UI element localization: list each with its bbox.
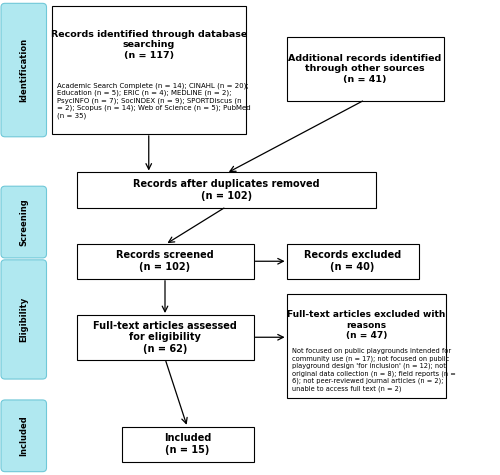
FancyBboxPatch shape <box>1 260 46 379</box>
FancyBboxPatch shape <box>76 172 376 208</box>
Text: Full-text articles excluded with
reasons
(n = 47): Full-text articles excluded with reasons… <box>287 310 446 340</box>
Text: Included
(n = 15): Included (n = 15) <box>164 433 211 455</box>
FancyBboxPatch shape <box>76 244 254 279</box>
Text: Records excluded
(n = 40): Records excluded (n = 40) <box>304 250 401 272</box>
Text: Screening: Screening <box>19 198 28 246</box>
Text: Academic Search Complete (n = 14); CINAHL (n = 20);
Education (n = 5); ERIC (n =: Academic Search Complete (n = 14); CINAH… <box>58 82 251 119</box>
FancyBboxPatch shape <box>52 6 246 134</box>
Text: Additional records identified
through other sources
(n = 41): Additional records identified through ot… <box>288 54 442 84</box>
FancyBboxPatch shape <box>286 37 444 101</box>
Text: Not focused on public playgrounds intended for
community use (n = 17); not focus: Not focused on public playgrounds intend… <box>292 348 456 392</box>
Text: Full-text articles assessed
for eligibility
(n = 62): Full-text articles assessed for eligibil… <box>93 321 237 354</box>
FancyBboxPatch shape <box>76 315 254 360</box>
Text: Records after duplicates removed
(n = 102): Records after duplicates removed (n = 10… <box>133 179 320 201</box>
FancyBboxPatch shape <box>1 3 46 137</box>
Text: Records identified through database
searching
(n = 117): Records identified through database sear… <box>50 30 247 60</box>
FancyBboxPatch shape <box>286 294 446 398</box>
Text: Records screened
(n = 102): Records screened (n = 102) <box>116 250 214 272</box>
Text: Included: Included <box>19 416 28 456</box>
FancyBboxPatch shape <box>1 186 46 258</box>
Text: Identification: Identification <box>19 38 28 102</box>
FancyBboxPatch shape <box>1 400 46 472</box>
Text: Eligibility: Eligibility <box>19 297 28 342</box>
FancyBboxPatch shape <box>122 427 254 462</box>
FancyBboxPatch shape <box>286 244 418 279</box>
